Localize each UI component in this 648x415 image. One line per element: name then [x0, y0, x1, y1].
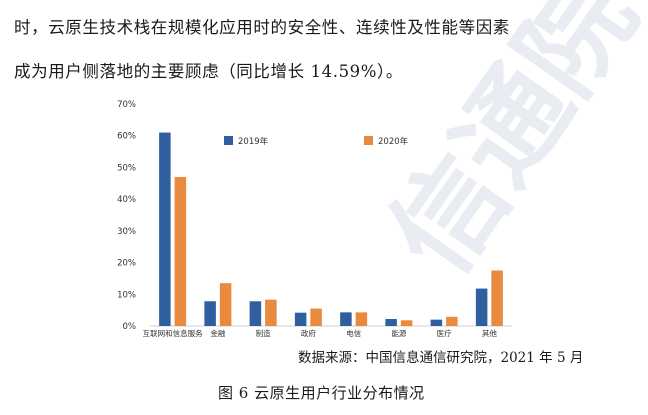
bar-2019	[294, 312, 307, 326]
bar-2019	[385, 319, 397, 326]
figure-caption: 图 6 云原生用户行业分布情况	[218, 384, 425, 402]
y-tick-label: 20%	[117, 259, 136, 269]
x-tick-label: 电信	[346, 328, 361, 338]
y-tick-label: 60%	[117, 132, 136, 142]
bar-2019	[249, 301, 262, 326]
x-tick-label: 医疗	[437, 328, 452, 338]
bar-2019	[159, 132, 171, 326]
bar-2020	[446, 316, 458, 326]
y-tick-label: 10%	[117, 290, 136, 300]
paragraph-line-2: 成为用户侧落地的主要顾虑（同比增长 14.59%）。	[14, 62, 404, 81]
x-tick-label: 制造	[256, 328, 271, 338]
bar-2019	[430, 319, 443, 326]
bar-2020	[355, 312, 368, 326]
legend-label: 2020年	[378, 136, 409, 147]
x-tick-label: 互联网和信息服务	[143, 328, 203, 338]
bar-2019	[340, 312, 352, 326]
y-tick-label: 40%	[117, 195, 136, 205]
y-tick-label: 0%	[123, 322, 137, 332]
bar-2019	[475, 288, 488, 326]
y-tick-label: 70%	[117, 100, 136, 110]
y-tick-label: 50%	[117, 163, 136, 173]
x-tick-label: 金融	[210, 328, 225, 338]
x-tick-label: 其他	[482, 328, 497, 338]
bar-2020	[174, 176, 187, 326]
bar-2020	[491, 270, 503, 326]
bar-2020	[400, 320, 413, 326]
paragraph-line-1: 时，云原生技术栈在规模化应用时的安全性、连续性及性能等因素	[14, 18, 510, 37]
x-tick-label: 政府	[301, 328, 316, 338]
x-tick-label: 能源	[391, 328, 406, 338]
legend-swatch	[224, 136, 233, 145]
bar-2020	[219, 283, 232, 326]
bar-2020	[265, 299, 277, 326]
bar-2019	[204, 301, 216, 326]
legend-label: 2019年	[238, 136, 269, 147]
bar-2020	[310, 308, 322, 326]
y-tick-label: 30%	[117, 227, 136, 237]
legend-swatch	[364, 136, 373, 145]
data-source: 数据来源：中国信息通信研究院，2021 年 5 月	[298, 350, 584, 366]
